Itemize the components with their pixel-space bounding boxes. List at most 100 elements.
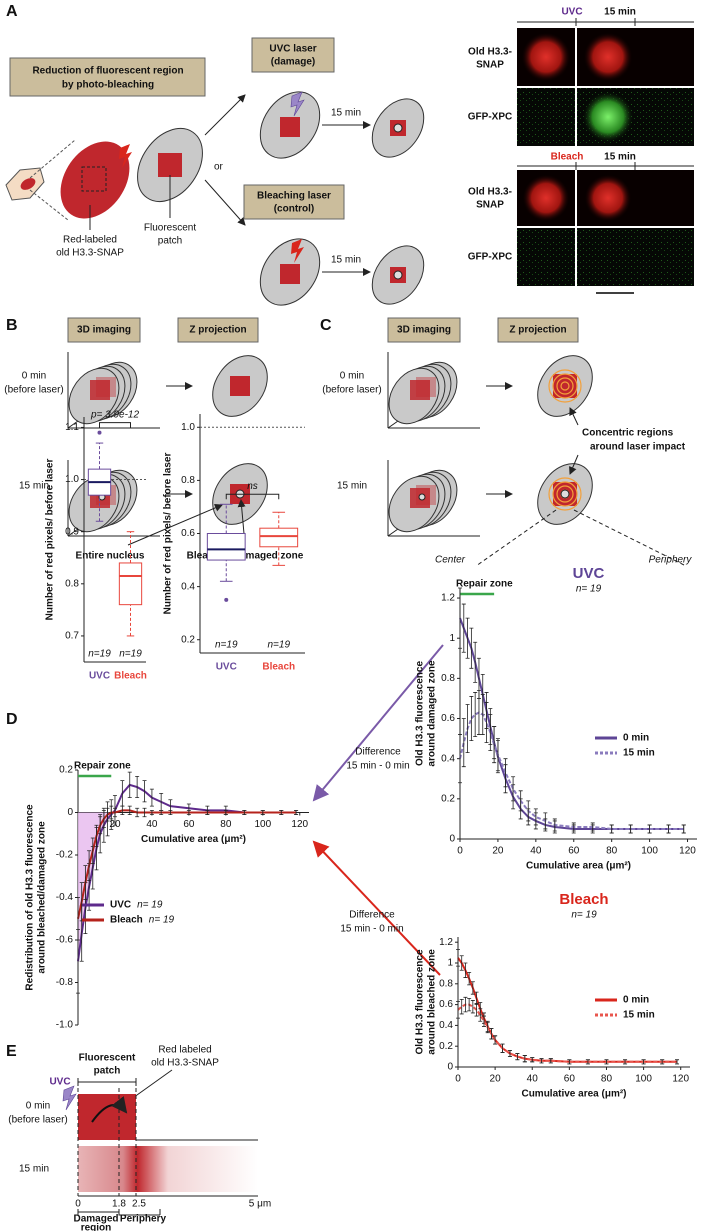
row-label: 0 min — [22, 371, 46, 382]
y-tick-label: 0.4 — [181, 581, 195, 592]
y-tick-label: -0.4 — [56, 892, 74, 903]
outlier — [97, 430, 102, 435]
error-bar — [539, 1058, 544, 1064]
patch — [158, 153, 182, 177]
x-tick-label: 60 — [183, 819, 195, 830]
label: UVC — [49, 1077, 70, 1088]
bleach-box — [243, 184, 345, 220]
row-label: SNAP — [476, 60, 504, 71]
title-box — [9, 57, 206, 97]
error-bar — [470, 1000, 475, 1014]
patch — [230, 376, 250, 396]
error-bar — [98, 816, 103, 835]
error-bar — [681, 824, 686, 834]
n-label: n= 19 — [137, 900, 163, 911]
micro-label: UVC — [561, 7, 582, 18]
panel-label: E — [6, 1043, 17, 1060]
y-tick-label: 0.8 — [441, 673, 455, 684]
micro-label: Bleach — [551, 152, 584, 163]
legend-label: 15 min — [623, 1010, 655, 1021]
error-bar — [142, 807, 147, 818]
y-axis-label: around damaged zone — [427, 660, 438, 767]
x-tick-label: 80 — [220, 819, 232, 830]
error-bar — [489, 1028, 494, 1040]
move-arrow — [91, 1096, 128, 1123]
label: Fluorescent — [144, 223, 196, 234]
error-bar — [493, 1035, 498, 1045]
error-bar — [495, 738, 500, 772]
x-tick-label: 120 — [672, 1074, 689, 1085]
axis-label: 5 μm — [249, 1199, 271, 1210]
label: old H3.3-SNAP — [56, 248, 124, 259]
x-tick-label: 40 — [527, 1074, 539, 1085]
x-tick-label: 40 — [146, 819, 158, 830]
box-text: (damage) — [271, 57, 315, 68]
x-tick-label: Bleach — [114, 671, 147, 682]
arrow — [312, 644, 444, 802]
y-tick-label: 0.6 — [441, 713, 455, 724]
x-tick-label: 20 — [490, 1074, 502, 1085]
y-tick-label: 0.4 — [439, 1020, 453, 1031]
row-label: (before laser) — [4, 385, 63, 396]
axis-label: 1.8 — [112, 1199, 126, 1210]
error-bar — [458, 587, 462, 649]
uvc-box — [251, 37, 335, 73]
error-bar — [571, 822, 576, 832]
error-bar — [552, 818, 557, 832]
error-bar — [473, 692, 478, 737]
x-tick-label: 120 — [291, 819, 308, 830]
x-tick-label: 0 — [457, 846, 463, 857]
nucleus-small — [20, 178, 36, 190]
x-tick-label: 100 — [641, 846, 658, 857]
x-tick-label: 120 — [679, 846, 696, 857]
error-bar — [470, 981, 475, 995]
x-axis-label: Cumulative area (μm²) — [141, 834, 246, 845]
error-bar — [480, 694, 485, 735]
legend-label: UVC — [110, 900, 131, 911]
y-axis-label: Old H3.3 fluorescence — [415, 949, 426, 1054]
error-bar — [459, 999, 464, 1015]
y-tick-label: 0 — [67, 807, 73, 818]
x-axis-label: Cumulative area (μm²) — [521, 1089, 626, 1100]
micro-signal — [521, 32, 571, 82]
col-box — [387, 317, 461, 343]
y-axis-label: Number of red pixels/ before laser — [163, 453, 174, 615]
row-label: 0 min — [340, 371, 364, 382]
y-tick-label: -0.6 — [56, 935, 74, 946]
error-bar — [461, 603, 466, 653]
label: Periphery — [120, 1214, 167, 1225]
axis-label: 0 — [75, 1199, 81, 1210]
error-bar — [90, 837, 95, 864]
error-bar — [294, 809, 299, 816]
spot — [393, 123, 403, 133]
axis-label: 2.5 — [132, 1199, 146, 1210]
micro-image — [577, 228, 694, 286]
x-tick-label: 80 — [606, 846, 618, 857]
panel-label: B — [6, 317, 18, 334]
error-bar — [142, 780, 147, 803]
error-bar — [242, 809, 247, 816]
error-bar — [469, 696, 474, 742]
y-tick-label: -1.0 — [56, 1020, 74, 1031]
laser-icon — [62, 1085, 77, 1111]
error-bar — [488, 714, 493, 752]
error-bar — [105, 807, 110, 822]
error-bar — [456, 949, 460, 967]
label: 15 min - 0 min — [346, 761, 409, 772]
y-axis-label: Old H3.3 fluorescence — [415, 661, 426, 766]
error-bar — [628, 824, 633, 834]
error-bar — [87, 850, 92, 881]
error-bar — [76, 897, 80, 941]
error-bar — [456, 1001, 460, 1019]
error-bar — [463, 996, 468, 1013]
error-bar — [94, 824, 99, 847]
panel-label: A — [6, 3, 18, 20]
col-label: 3D imaging — [77, 325, 131, 336]
pointer — [129, 1069, 173, 1101]
spot — [560, 489, 570, 499]
y-tick-label: 1.2 — [441, 593, 455, 604]
arrow — [204, 179, 246, 226]
annotation: ns — [247, 481, 258, 492]
outlier — [224, 597, 229, 602]
